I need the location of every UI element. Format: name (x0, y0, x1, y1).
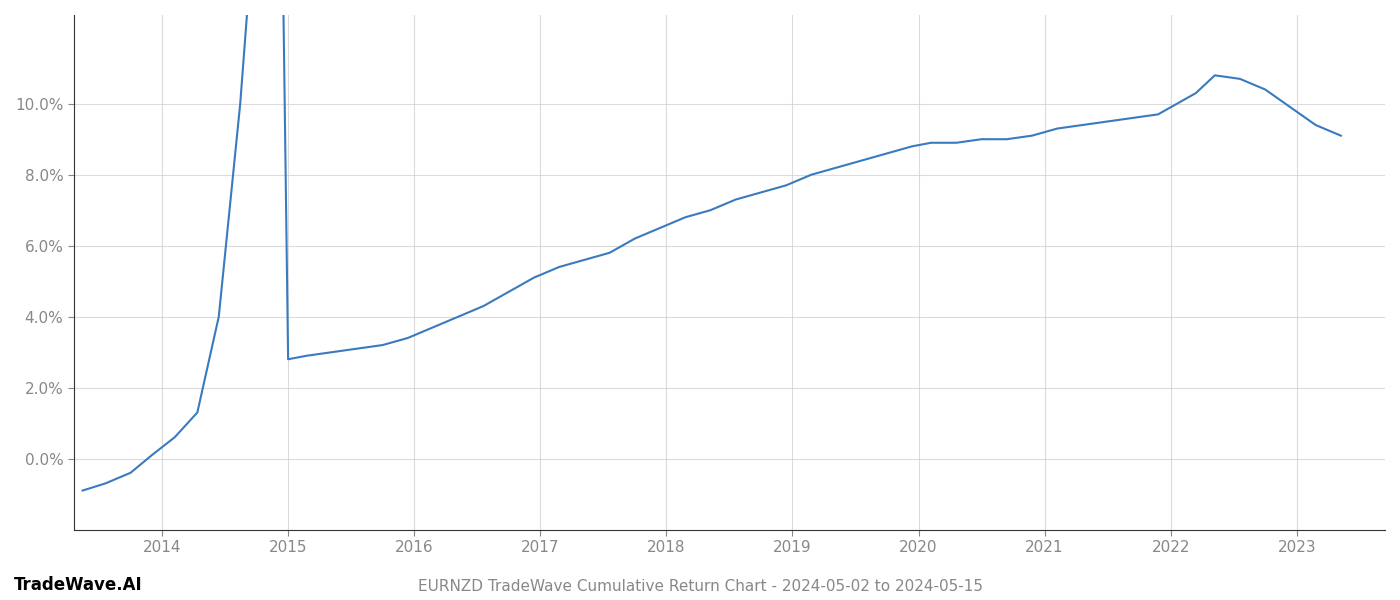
Text: TradeWave.AI: TradeWave.AI (14, 576, 143, 594)
Text: EURNZD TradeWave Cumulative Return Chart - 2024-05-02 to 2024-05-15: EURNZD TradeWave Cumulative Return Chart… (417, 579, 983, 594)
